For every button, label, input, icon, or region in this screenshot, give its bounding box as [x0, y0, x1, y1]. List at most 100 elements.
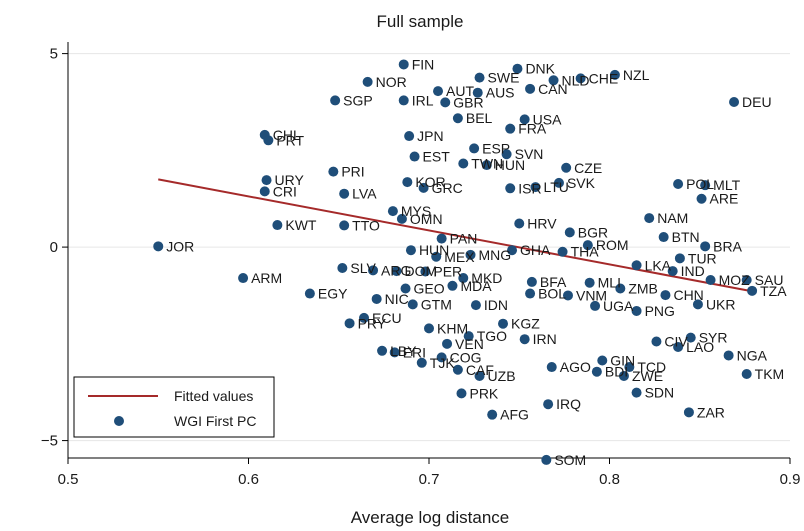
data-point	[259, 186, 270, 197]
data-point	[615, 283, 626, 294]
data-point	[330, 95, 341, 106]
point-label: CAN	[538, 81, 568, 97]
x-tick-label: 0.7	[419, 471, 440, 488]
axes: 5 0 −5 0.5 0.6 0.7 0.8 0.9	[41, 42, 800, 488]
data-point	[692, 299, 703, 310]
data-point	[433, 86, 444, 97]
point-label: COG	[450, 349, 482, 365]
data-point	[525, 83, 536, 94]
point-label: UZB	[488, 368, 516, 384]
point-label: AUT	[446, 83, 474, 99]
data-point	[631, 305, 642, 316]
data-point	[402, 177, 413, 188]
point-label: VEN	[455, 336, 484, 352]
point-label: GIN	[610, 352, 635, 368]
point-label: ISR	[518, 180, 541, 196]
point-label: LKA	[645, 257, 672, 273]
data-point	[377, 345, 388, 356]
data-point	[442, 338, 453, 349]
data-point	[409, 151, 420, 162]
point-label: BGR	[578, 224, 608, 240]
point-label: GBR	[453, 94, 483, 110]
point-label: IRQ	[556, 396, 581, 412]
data-point	[696, 193, 707, 204]
data-point	[546, 362, 557, 373]
legend: Fitted values WGI First PC	[73, 376, 275, 438]
data-point	[700, 241, 711, 252]
data-point	[362, 76, 373, 87]
point-label: DEU	[742, 94, 772, 110]
data-point	[339, 188, 350, 199]
point-label: KGZ	[511, 316, 540, 332]
point-label: MLI	[598, 275, 621, 291]
data-point	[644, 213, 655, 224]
point-label: BDI	[605, 364, 628, 380]
point-label: ERI	[403, 344, 426, 360]
x-tick-label: 0.8	[599, 471, 620, 488]
point-label: GEO	[414, 281, 445, 297]
data-point	[747, 285, 758, 296]
data-point	[463, 331, 474, 342]
point-label: SOM	[554, 452, 586, 468]
point-label: MNG	[479, 247, 512, 263]
legend-label-fitted: Fitted values	[174, 388, 253, 404]
data-point	[387, 206, 398, 217]
point-label: SGP	[343, 92, 373, 108]
point-label: THA	[571, 244, 600, 260]
data-point	[389, 347, 400, 358]
point-label: TZA	[760, 283, 787, 299]
data-point	[660, 290, 671, 301]
data-point	[530, 182, 541, 193]
point-label: TCD	[637, 359, 666, 375]
point-label: TWN	[471, 156, 503, 172]
data-point	[631, 260, 642, 271]
point-label: GHA	[520, 242, 551, 258]
y-tick-label: −5	[41, 433, 58, 450]
x-tick-label: 0.6	[238, 471, 259, 488]
data-point	[658, 232, 669, 243]
point-label: IDN	[484, 297, 508, 313]
point-label: PRT	[276, 132, 304, 148]
data-point	[543, 399, 554, 410]
point-label: PRK	[469, 385, 498, 401]
point-label: PER	[433, 263, 462, 279]
point-label: AGO	[560, 359, 591, 375]
data-point	[507, 245, 518, 256]
point-label: KWT	[285, 217, 317, 233]
point-label: MYS	[401, 203, 431, 219]
point-label: SYR	[699, 330, 728, 346]
point-label: CHN	[673, 287, 703, 303]
data-point	[575, 73, 586, 84]
data-point	[420, 266, 431, 277]
data-point	[609, 69, 620, 80]
data-point	[501, 149, 512, 160]
data-point	[391, 266, 402, 277]
legend-marker-swatch	[114, 416, 124, 426]
data-point	[597, 355, 608, 366]
point-label: ARM	[251, 270, 282, 286]
point-label: MDA	[460, 278, 492, 294]
data-point	[456, 388, 467, 399]
point-label: LTU	[543, 179, 568, 195]
data-point	[337, 262, 348, 273]
data-point	[400, 283, 411, 294]
data-point	[673, 179, 684, 190]
point-label: ECU	[372, 310, 402, 326]
point-label: HRV	[527, 215, 557, 231]
point-label: SVN	[515, 146, 544, 162]
point-label: BEL	[466, 110, 493, 126]
legend-box	[73, 376, 275, 438]
point-label: MKD	[471, 270, 502, 286]
point-label: ROM	[596, 237, 629, 253]
data-point	[624, 362, 635, 373]
point-label: LBY	[390, 343, 417, 359]
data-point	[396, 213, 407, 224]
data-point	[590, 300, 601, 311]
data-point	[339, 220, 350, 231]
data-point	[470, 300, 481, 311]
point-label: NZL	[623, 67, 650, 83]
point-label: IRN	[533, 331, 557, 347]
point-label: GTM	[421, 296, 452, 312]
